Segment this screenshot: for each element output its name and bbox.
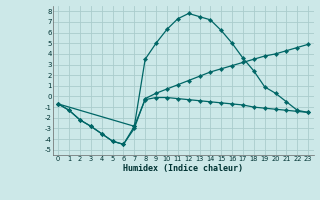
X-axis label: Humidex (Indice chaleur): Humidex (Indice chaleur) — [123, 164, 243, 173]
